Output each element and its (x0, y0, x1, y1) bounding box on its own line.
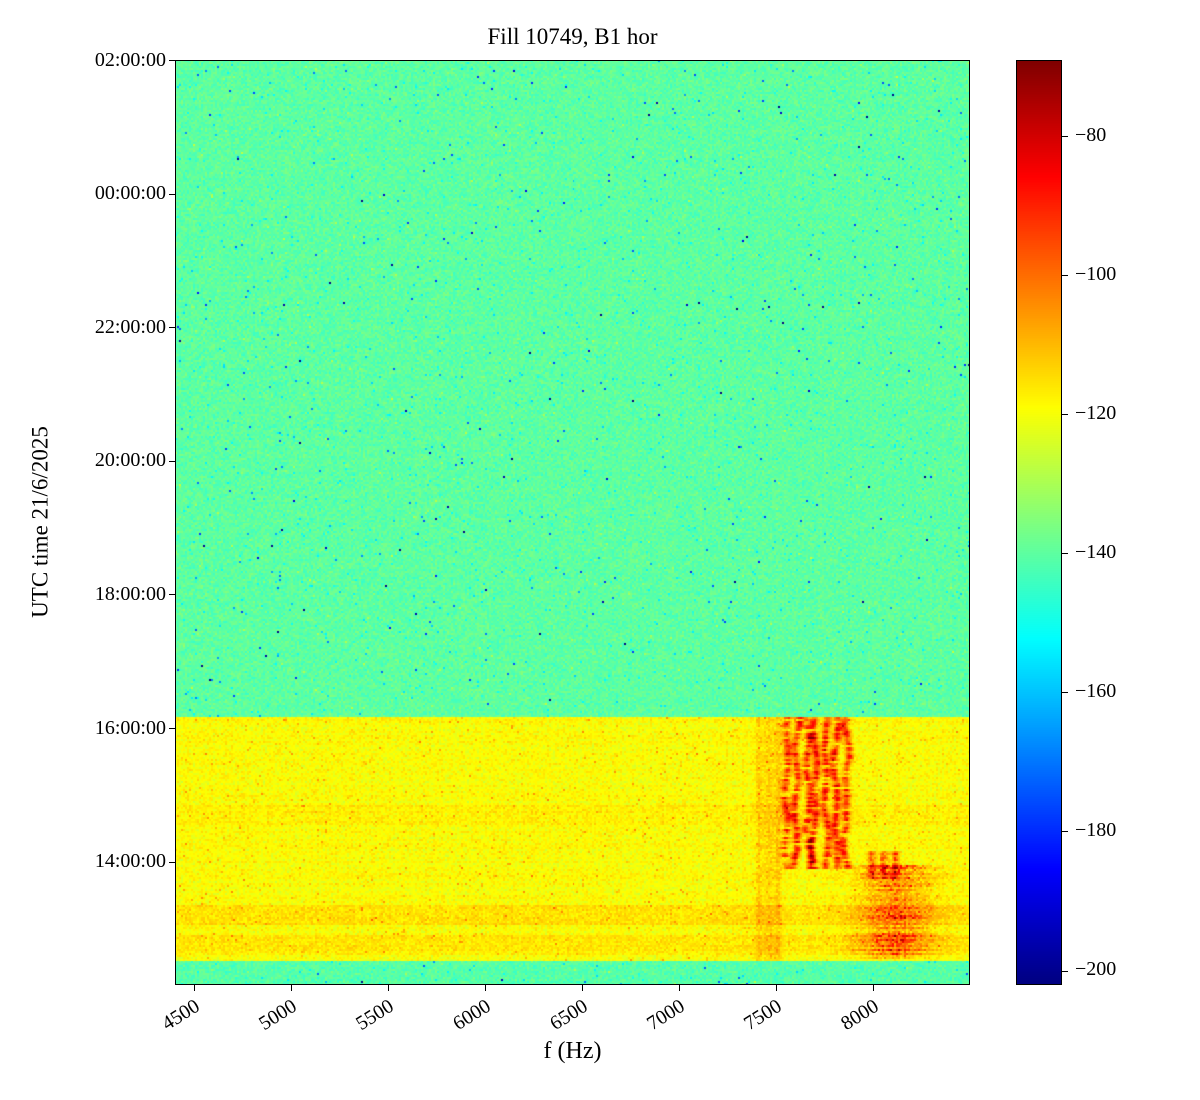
y-tick-label: 22:00:00 (94, 315, 166, 338)
spectrogram-heatmap (175, 60, 970, 985)
x-tick-label: 5000 (255, 995, 302, 1035)
y-tick-label: 00:00:00 (94, 182, 166, 205)
x-tick-mark (193, 985, 195, 991)
y-axis-label: UTC time 21/6/2025 (27, 426, 53, 618)
colorbar-tick-mark (1062, 831, 1068, 833)
colorbar-tick-mark (1062, 275, 1068, 277)
x-tick-mark (484, 985, 486, 991)
colorbar-tick-label: −100 (1075, 262, 1117, 285)
x-tick-label: 8000 (837, 995, 883, 1035)
colorbar-tick-mark (1062, 136, 1068, 137)
colorbar-tick-label: −160 (1075, 679, 1117, 702)
colorbar-tick-mark (1062, 970, 1068, 972)
colorbar-tick-mark (1062, 692, 1068, 694)
x-tick-mark (290, 985, 292, 991)
y-tick-mark (169, 193, 175, 195)
x-tick-mark (872, 985, 874, 991)
x-tick-label: 5500 (352, 995, 398, 1035)
y-tick-label: 14:00:00 (94, 850, 166, 873)
colorbar-gradient (1016, 60, 1062, 985)
y-tick-mark (169, 60, 175, 62)
y-tick-mark (169, 861, 175, 863)
colorbar-tick-mark (1062, 553, 1068, 555)
x-tick-mark (581, 985, 583, 991)
x-tick-label: 7000 (643, 995, 689, 1035)
y-tick-label: 16:00:00 (94, 716, 166, 739)
x-tick-label: 6000 (449, 995, 495, 1035)
y-tick-mark (169, 460, 175, 462)
colorbar-tick-mark (1062, 414, 1068, 416)
colorbar-tick-label: −200 (1075, 958, 1117, 981)
colorbar-tick-label: −180 (1075, 818, 1117, 841)
x-tick-mark (775, 985, 777, 991)
colorbar-tick-label: −140 (1075, 540, 1117, 563)
y-tick-mark (169, 327, 175, 329)
x-tick-label: 6500 (546, 995, 592, 1035)
y-tick-label: 18:00:00 (94, 582, 166, 605)
plot-title: Fill 10749, B1 hor (487, 24, 658, 49)
x-tick-label: 7500 (740, 995, 786, 1035)
colorbar-tick-label: −80 (1075, 123, 1107, 146)
x-tick-mark (678, 985, 680, 991)
x-tick-label: 4500 (158, 995, 205, 1035)
x-axis-label: f (Hz) (543, 1038, 602, 1064)
colorbar-tick-label: −120 (1075, 401, 1117, 424)
x-tick-mark (387, 985, 389, 991)
y-tick-mark (169, 594, 175, 596)
y-tick-label: 02:00:00 (94, 48, 166, 71)
y-tick-label: 20:00:00 (94, 449, 166, 472)
y-tick-mark (169, 728, 175, 730)
